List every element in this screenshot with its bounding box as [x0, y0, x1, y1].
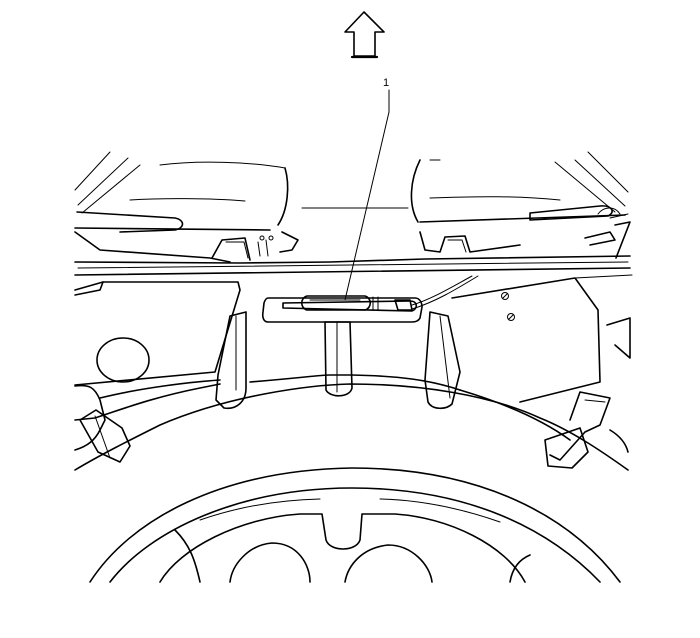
callout-1: 1	[344, 77, 390, 301]
right-rear-trim	[301, 151, 631, 259]
rear-sill	[74, 255, 631, 276]
left-floor-panel	[74, 281, 241, 386]
rim-clips	[79, 311, 589, 469]
right-floor-panel	[451, 274, 633, 403]
tool-tray	[261, 275, 479, 323]
callout-1-label: 1	[383, 77, 389, 89]
callout-1-leader-angled	[344, 111, 390, 301]
wheel-well-rim	[74, 374, 629, 471]
up-arrow-icon	[344, 11, 385, 59]
spare-wheel	[89, 467, 621, 583]
left-rear-trim	[74, 151, 299, 263]
